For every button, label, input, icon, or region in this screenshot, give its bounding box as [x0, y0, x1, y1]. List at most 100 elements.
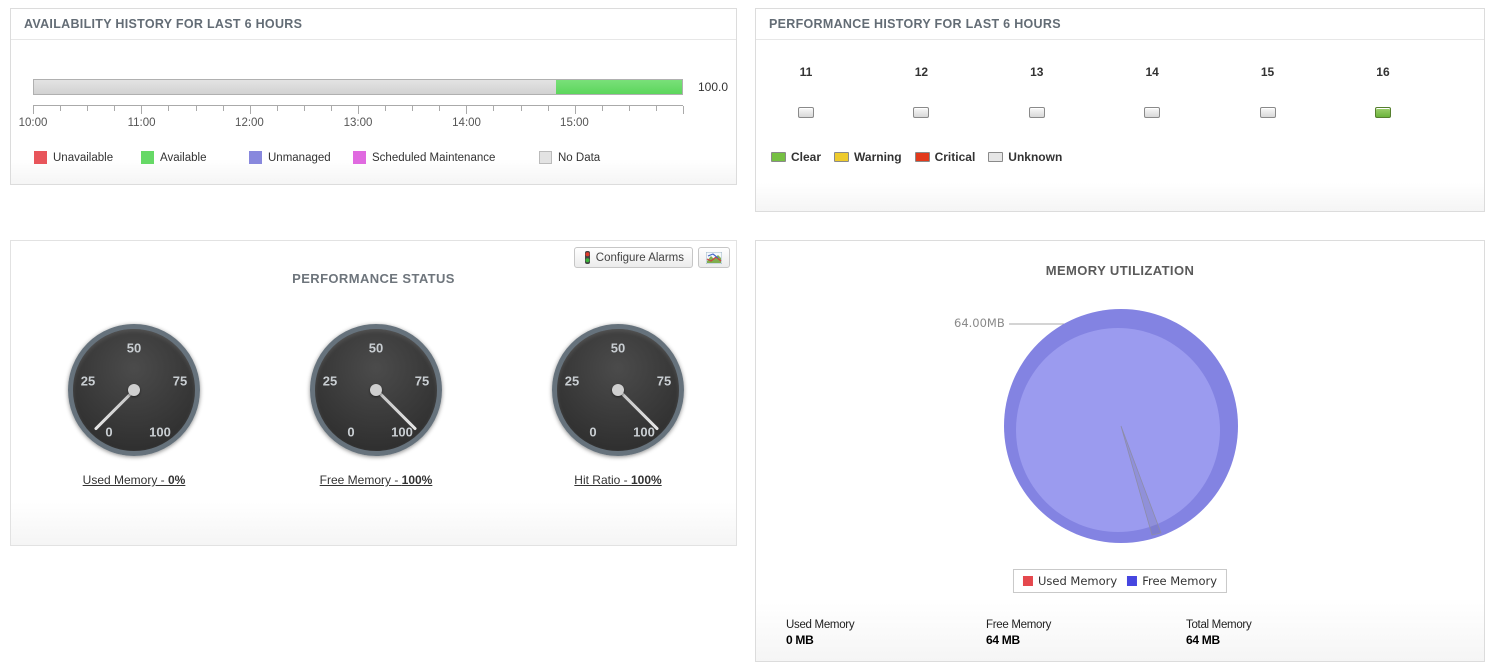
gauge-tick-label: 100 — [149, 424, 171, 440]
axis-tick — [303, 106, 305, 111]
gauge-tick-label: 0 — [105, 424, 113, 440]
availability-segment-nodata — [34, 80, 556, 94]
configure-alarms-button[interactable]: Configure Alarms — [573, 247, 693, 268]
free-memory-link[interactable]: Free Memory - 100% — [319, 473, 433, 487]
axis-tick — [358, 106, 359, 114]
axis-tick — [385, 106, 387, 111]
legend-label: No Data — [558, 151, 601, 164]
stat-label: Used Memory — [786, 619, 855, 631]
performance-hours-row: 11 12 13 14 15 16 — [784, 65, 1405, 118]
pie-used-memory-slice — [1120, 425, 1162, 536]
axis-tick — [683, 106, 684, 114]
axis-tick — [628, 106, 630, 111]
critical-swatch-icon — [914, 152, 930, 162]
gauge-tick-label: 50 — [610, 340, 626, 356]
legend-label: Free Memory — [1142, 574, 1218, 588]
axis-label: 15:00 — [560, 117, 589, 129]
status-box — [1144, 107, 1161, 118]
scheduled-maintenance-swatch-icon — [353, 151, 366, 164]
performance-status-panel: Configure Alarms PERFORMANCE STATUS 50 2… — [10, 240, 737, 546]
axis-tick — [195, 106, 197, 111]
axis-tick — [60, 106, 62, 111]
used-memory-stat: Used Memory 0 MB — [786, 619, 855, 647]
availability-panel-title: AVAILABILITY HISTORY FOR LAST 6 HOURS — [11, 9, 736, 40]
gauge-hub — [128, 384, 140, 396]
available-swatch-icon — [141, 151, 154, 164]
hour-column: 14 — [1130, 65, 1174, 118]
gauge-tick-label: 75 — [656, 373, 672, 389]
axis-tick — [412, 106, 414, 111]
axis-label: 14:00 — [452, 117, 481, 129]
legend-item: Unavailable — [34, 151, 141, 164]
legend-item: Unknown — [988, 150, 1062, 164]
legend-label: Warning — [854, 150, 902, 164]
axis-label: 11:00 — [127, 117, 156, 129]
status-box — [1259, 107, 1276, 118]
performance-history-title: PERFORMANCE HISTORY FOR LAST 6 HOURS — [756, 9, 1484, 40]
used-memory-swatch-icon — [1022, 576, 1033, 586]
hour-label: 15 — [1260, 65, 1275, 79]
gauge-tick-label: 50 — [368, 340, 384, 356]
legend-label: Unmanaged — [268, 151, 331, 164]
stat-value: 64 MB — [1186, 633, 1220, 647]
gauge-hub — [612, 384, 624, 396]
availability-history-panel: AVAILABILITY HISTORY FOR LAST 6 HOURS 10… — [10, 8, 737, 185]
hour-label: 12 — [914, 65, 929, 79]
hour-column: 11 — [784, 65, 828, 118]
axis-tick — [87, 106, 89, 111]
gauge-tick-label: 75 — [414, 373, 430, 389]
status-box — [798, 107, 814, 118]
pie-callout-label: 64.00MB — [954, 316, 1005, 330]
legend-label: Unknown — [1008, 150, 1063, 164]
gauge-tick-label: 0 — [347, 424, 355, 440]
legend-item: Used Memory — [1022, 574, 1118, 588]
availability-axis — [33, 105, 684, 115]
axis-tick — [574, 106, 576, 114]
performance-history-legend: Clear Warning Critical Unknown — [771, 150, 1062, 164]
axis-tick — [114, 106, 116, 111]
axis-tick — [601, 106, 603, 111]
legend-label: Clear — [791, 150, 822, 164]
gauge-tick-label: 25 — [322, 373, 338, 389]
history-chart-button[interactable] — [698, 247, 730, 268]
hit-ratio-link[interactable]: Hit Ratio - 100% — [574, 473, 662, 487]
traffic-light-icon — [584, 250, 590, 264]
legend-label: Used Memory — [1037, 574, 1118, 588]
clear-swatch-icon — [771, 152, 786, 162]
hour-label: 11 — [799, 65, 813, 79]
axis-tick — [547, 106, 549, 111]
availability-axis-labels: 10:00 11:00 12:00 13:00 14:00 15:00 — [19, 117, 683, 131]
unmanaged-swatch-icon — [249, 151, 262, 164]
gauge: 50 25 75 0 100 — [552, 324, 684, 456]
axis-tick — [439, 106, 441, 111]
used-memory-link[interactable]: Used Memory - 0% — [82, 473, 186, 487]
memory-utilization-panel: MEMORY UTILIZATION 64.00MB Used Memory F… — [755, 240, 1485, 662]
legend-item: Critical — [914, 150, 975, 164]
gauge: 50 25 75 0 100 — [68, 324, 200, 456]
memory-pie-chart — [1004, 309, 1238, 543]
stat-label: Free Memory — [986, 619, 1052, 631]
warning-swatch-icon — [834, 152, 850, 162]
hour-label: 16 — [1376, 65, 1390, 79]
gauge-tick-label: 25 — [80, 373, 96, 389]
unknown-swatch-icon — [988, 152, 1004, 162]
axis-tick — [249, 106, 251, 114]
gauge-tick-label: 25 — [564, 373, 580, 389]
performance-history-panel: PERFORMANCE HISTORY FOR LAST 6 HOURS 11 … — [755, 8, 1485, 212]
axis-label: 10:00 — [18, 117, 48, 129]
axis-tick — [520, 106, 522, 111]
chart-icon — [706, 251, 722, 264]
axis-label: 12:00 — [235, 117, 264, 129]
configure-alarms-label: Configure Alarms — [595, 251, 684, 264]
gauge-tick-label: 0 — [589, 424, 597, 440]
legend-label: Available — [160, 151, 207, 164]
status-box — [913, 107, 930, 118]
axis-tick — [276, 106, 278, 111]
axis-tick — [141, 106, 143, 114]
stat-value: 0 MB — [786, 633, 814, 647]
pie-free-memory-slice — [1016, 328, 1220, 532]
unavailable-swatch-icon — [34, 151, 47, 164]
memory-pie-legend: Used Memory Free Memory — [1012, 569, 1228, 593]
axis-tick — [466, 106, 468, 114]
legend-item: Warning — [834, 150, 902, 164]
